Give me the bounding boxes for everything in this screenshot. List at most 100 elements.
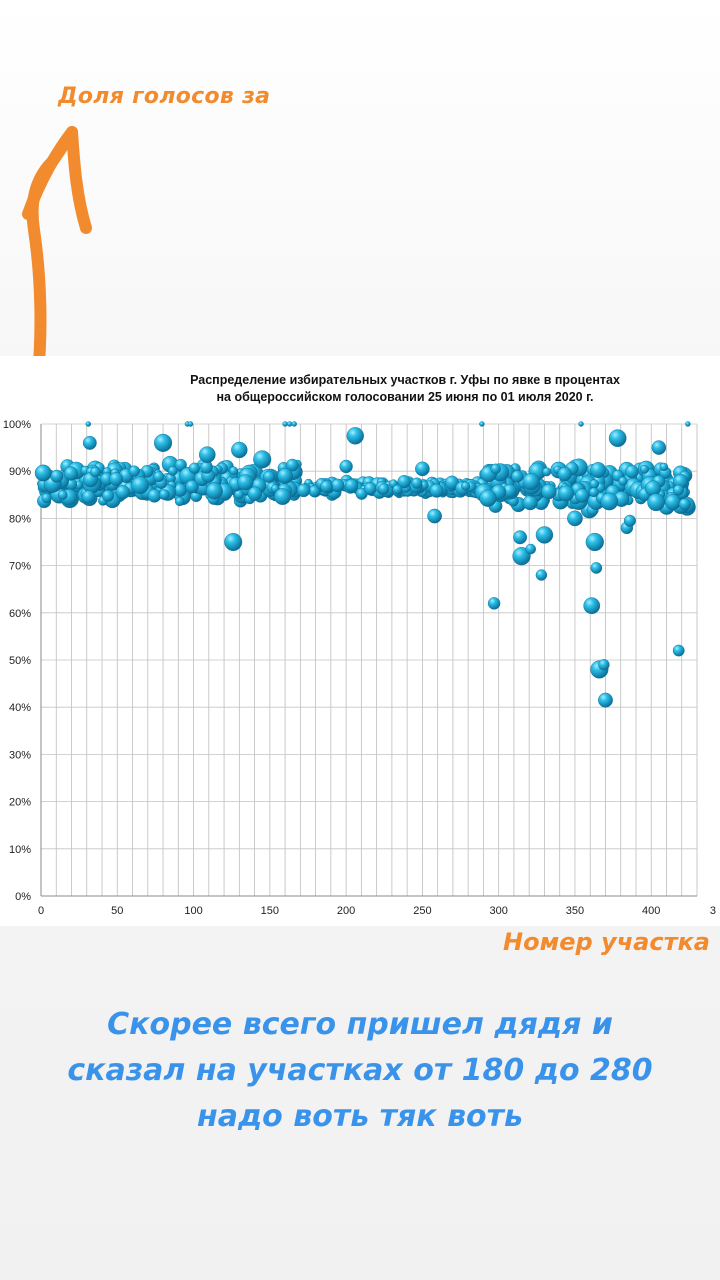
precinct-point — [158, 489, 170, 500]
precinct-point — [479, 489, 497, 507]
precinct-point — [274, 488, 291, 505]
precinct-point — [344, 478, 359, 493]
precinct-point-top — [187, 421, 194, 427]
y-tick-label: 80% — [9, 513, 31, 525]
precinct-point — [102, 489, 115, 502]
precinct-point-outlier — [512, 547, 531, 566]
precinct-point-outlier — [608, 429, 627, 447]
precinct-point — [411, 477, 423, 489]
y-tick-label: 70% — [9, 561, 31, 573]
precinct-point — [575, 488, 590, 503]
precinct-point-outlier — [535, 526, 554, 544]
precinct-point — [285, 458, 299, 472]
precinct-point-outlier — [82, 435, 97, 450]
precinct-point — [90, 466, 101, 478]
precinct-point — [647, 493, 665, 512]
hand-drawn-up-arrow-icon — [22, 126, 92, 400]
x-tick-label: 400 — [642, 905, 660, 917]
precinct-point — [153, 471, 165, 483]
precinct-point — [429, 483, 444, 498]
precinct-point-top — [286, 421, 293, 427]
y-tick-label: 90% — [9, 466, 31, 478]
precinct-point-outlier — [590, 562, 603, 574]
precinct-point — [541, 483, 557, 500]
precinct-point — [618, 476, 628, 486]
precinct-point — [590, 462, 607, 479]
chart-title: Распределение избирательных участков г. … — [0, 372, 720, 406]
precinct-point-outlier — [198, 446, 216, 463]
precinct-point — [237, 474, 254, 491]
precinct-point — [625, 464, 639, 479]
precinct-point — [81, 490, 96, 504]
precinct-point — [128, 465, 140, 477]
precinct-point — [461, 481, 471, 491]
precinct-point — [262, 470, 276, 483]
precinct-point — [330, 478, 345, 493]
precinct-point — [34, 464, 52, 482]
y-tick-label: 60% — [9, 608, 31, 620]
y-tick-label: 50% — [9, 655, 31, 667]
precinct-point-top — [85, 421, 91, 427]
precinct-point — [200, 460, 213, 474]
story-caption: Скорее всего пришел дядя и сказал на уча… — [20, 1002, 700, 1140]
precinct-point-outlier — [678, 498, 691, 511]
precinct-point-outlier — [585, 532, 604, 552]
precinct-point-outlier — [513, 530, 527, 545]
precinct-point — [296, 483, 311, 498]
precinct-point-outlier — [535, 569, 548, 581]
precinct-point — [392, 484, 403, 495]
precinct-point-outlier — [623, 514, 636, 527]
precinct-point-outlier — [525, 543, 536, 555]
y-tick-label: 20% — [9, 797, 31, 809]
precinct-point-outlier — [253, 450, 272, 469]
chart-points — [34, 421, 696, 708]
precinct-point-outlier — [672, 644, 685, 657]
chart-tick-labels: 0% 10% 20% 30% 40% 50% 60% 70% 80% 90% 100% 0 50 100 1… — [3, 419, 716, 917]
precinct-point-outlier — [277, 468, 293, 484]
y-tick-label: 10% — [9, 844, 31, 856]
precinct-point — [131, 476, 149, 495]
precinct-number-label: Номер участка — [503, 928, 710, 956]
precinct-point-outlier — [415, 461, 430, 477]
precinct-point-outlier — [154, 433, 173, 452]
precinct-point-outlier — [487, 597, 501, 610]
precinct-point — [542, 467, 552, 477]
precinct-point-outlier — [490, 463, 501, 475]
vote-share-label: Доля голосов за — [58, 84, 271, 109]
precinct-point — [640, 464, 649, 474]
precinct-point — [364, 482, 377, 495]
y-tick-label: 30% — [9, 749, 31, 761]
precinct-point — [511, 470, 524, 483]
caption-line-1: Скорее всего пришел дядя и — [107, 1007, 613, 1042]
chart-title-line-2: на общероссийском голосовании 25 июня по… — [216, 390, 594, 404]
precinct-point-outlier — [346, 427, 364, 445]
precinct-point — [57, 489, 68, 500]
precinct-point-outlier — [427, 508, 442, 524]
precinct-point-outlier — [567, 510, 583, 527]
precinct-point-outlier — [598, 659, 610, 671]
precinct-point — [41, 492, 52, 504]
precinct-point — [522, 473, 540, 491]
y-tick-label: 100% — [3, 419, 31, 431]
y-tick-label: 40% — [9, 702, 31, 714]
precinct-point-top — [479, 421, 485, 427]
precinct-point — [557, 466, 572, 482]
y-tick-label: 0% — [15, 891, 31, 903]
precinct-point — [63, 466, 79, 481]
precinct-point-outlier — [583, 597, 601, 615]
precinct-point-outlier — [651, 440, 667, 455]
precinct-point — [167, 466, 178, 476]
chart-panel: 0% 10% 20% 30% 40% 50% 60% 70% 80% 90% 100% 0 50 100 1… — [0, 356, 720, 926]
precinct-point — [558, 485, 575, 502]
x-tick-label-edge: 3 — [710, 905, 716, 917]
precinct-point — [247, 486, 263, 501]
x-tick-label: 50 — [111, 905, 123, 917]
precinct-point — [174, 458, 187, 471]
precinct-point — [659, 462, 669, 472]
precinct-point-outlier — [224, 533, 243, 551]
precinct-point — [205, 482, 223, 500]
precinct-point-top — [578, 421, 584, 427]
precinct-point-outlier — [598, 692, 613, 708]
precinct-point-top — [291, 421, 297, 427]
precinct-point — [185, 479, 199, 494]
